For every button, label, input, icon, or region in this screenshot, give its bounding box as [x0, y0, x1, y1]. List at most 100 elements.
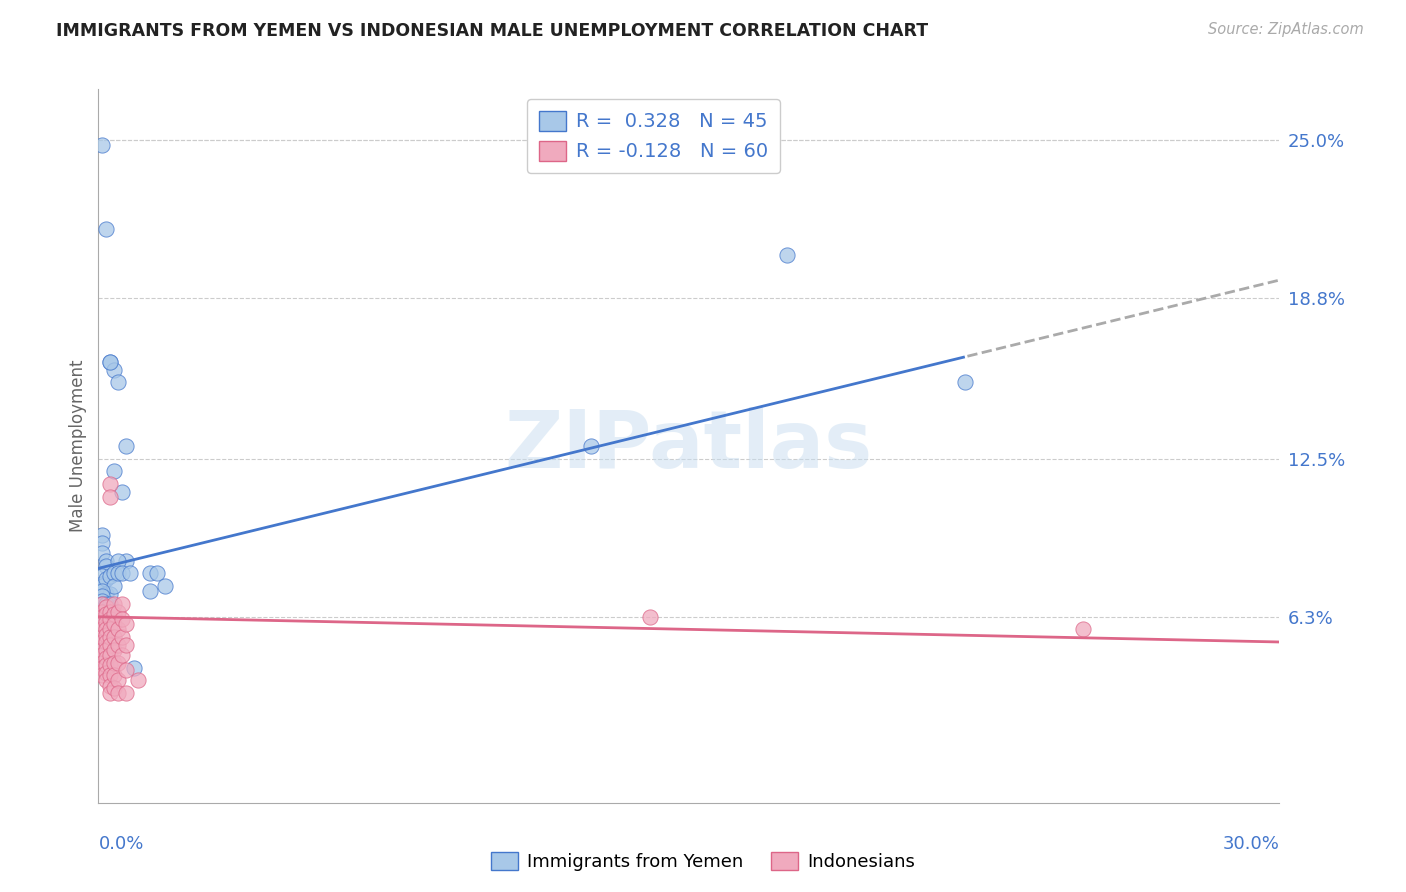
Point	[776, 248, 799, 262]
Point	[91, 597, 114, 611]
Point	[91, 648, 114, 662]
Point	[98, 623, 121, 637]
Point	[91, 661, 114, 675]
Point	[103, 656, 125, 670]
Point	[103, 630, 125, 644]
Point	[111, 597, 134, 611]
Point	[96, 612, 118, 626]
Point	[122, 661, 145, 675]
Point	[1071, 623, 1094, 637]
Point	[91, 579, 114, 593]
Point	[103, 579, 125, 593]
Point	[96, 222, 118, 236]
Point	[103, 465, 125, 479]
Y-axis label: Male Unemployment: Male Unemployment	[69, 359, 87, 533]
Point	[638, 609, 661, 624]
Point	[115, 663, 138, 677]
Point	[118, 566, 141, 581]
Point	[111, 484, 134, 499]
Point	[91, 597, 114, 611]
Point	[138, 584, 160, 599]
Point	[115, 638, 138, 652]
Point	[953, 376, 976, 390]
Point	[98, 648, 121, 662]
Point	[98, 658, 121, 673]
Point	[96, 572, 118, 586]
Point	[103, 681, 125, 695]
Point	[96, 615, 118, 629]
Point	[103, 566, 125, 581]
Point	[96, 599, 118, 614]
Point	[103, 607, 125, 622]
Point	[98, 612, 121, 626]
Point	[98, 355, 121, 369]
Point	[91, 536, 114, 550]
Point	[91, 584, 114, 599]
Point	[98, 630, 121, 644]
Point	[91, 668, 114, 682]
Point	[98, 569, 121, 583]
Point	[91, 138, 114, 153]
Point	[98, 597, 121, 611]
Point	[96, 605, 118, 619]
Point	[98, 686, 121, 700]
Point	[98, 355, 121, 369]
Point	[96, 627, 118, 641]
Point	[107, 376, 129, 390]
Point	[98, 477, 121, 491]
Legend: R =  0.328   N = 45, R = -0.128   N = 60: R = 0.328 N = 45, R = -0.128 N = 60	[527, 99, 780, 173]
Point	[107, 673, 129, 688]
Text: Source: ZipAtlas.com: Source: ZipAtlas.com	[1208, 22, 1364, 37]
Point	[98, 668, 121, 682]
Point	[103, 597, 125, 611]
Text: ZIPatlas: ZIPatlas	[505, 407, 873, 485]
Point	[115, 554, 138, 568]
Point	[107, 638, 129, 652]
Point	[111, 612, 134, 626]
Point	[96, 635, 118, 649]
Text: IMMIGRANTS FROM YEMEN VS INDONESIAN MALE UNEMPLOYMENT CORRELATION CHART: IMMIGRANTS FROM YEMEN VS INDONESIAN MALE…	[56, 22, 928, 40]
Point	[91, 617, 114, 632]
Point	[103, 617, 125, 632]
Text: 0.0%: 0.0%	[98, 835, 143, 853]
Point	[91, 656, 114, 670]
Point	[103, 643, 125, 657]
Point	[91, 594, 114, 608]
Point	[96, 558, 118, 573]
Point	[138, 566, 160, 581]
Point	[103, 668, 125, 682]
Point	[98, 605, 121, 619]
Point	[111, 630, 134, 644]
Point	[98, 587, 121, 601]
Point	[111, 566, 134, 581]
Point	[96, 643, 118, 657]
Point	[111, 648, 134, 662]
Point	[107, 623, 129, 637]
Point	[107, 656, 129, 670]
Point	[115, 686, 138, 700]
Point	[115, 617, 138, 632]
Point	[103, 362, 125, 376]
Point	[107, 566, 129, 581]
Point	[91, 569, 114, 583]
Point	[146, 566, 169, 581]
Point	[91, 635, 114, 649]
Point	[91, 546, 114, 560]
Point	[96, 658, 118, 673]
Point	[98, 638, 121, 652]
Point	[91, 630, 114, 644]
Legend: Immigrants from Yemen, Indonesians: Immigrants from Yemen, Indonesians	[484, 845, 922, 879]
Point	[96, 554, 118, 568]
Point	[96, 607, 118, 622]
Point	[96, 623, 118, 637]
Point	[91, 605, 114, 619]
Point	[91, 605, 114, 619]
Point	[96, 673, 118, 688]
Text: 30.0%: 30.0%	[1223, 835, 1279, 853]
Point	[98, 490, 121, 504]
Point	[96, 587, 118, 601]
Point	[127, 673, 149, 688]
Point	[115, 439, 138, 453]
Point	[91, 528, 114, 542]
Point	[91, 643, 114, 657]
